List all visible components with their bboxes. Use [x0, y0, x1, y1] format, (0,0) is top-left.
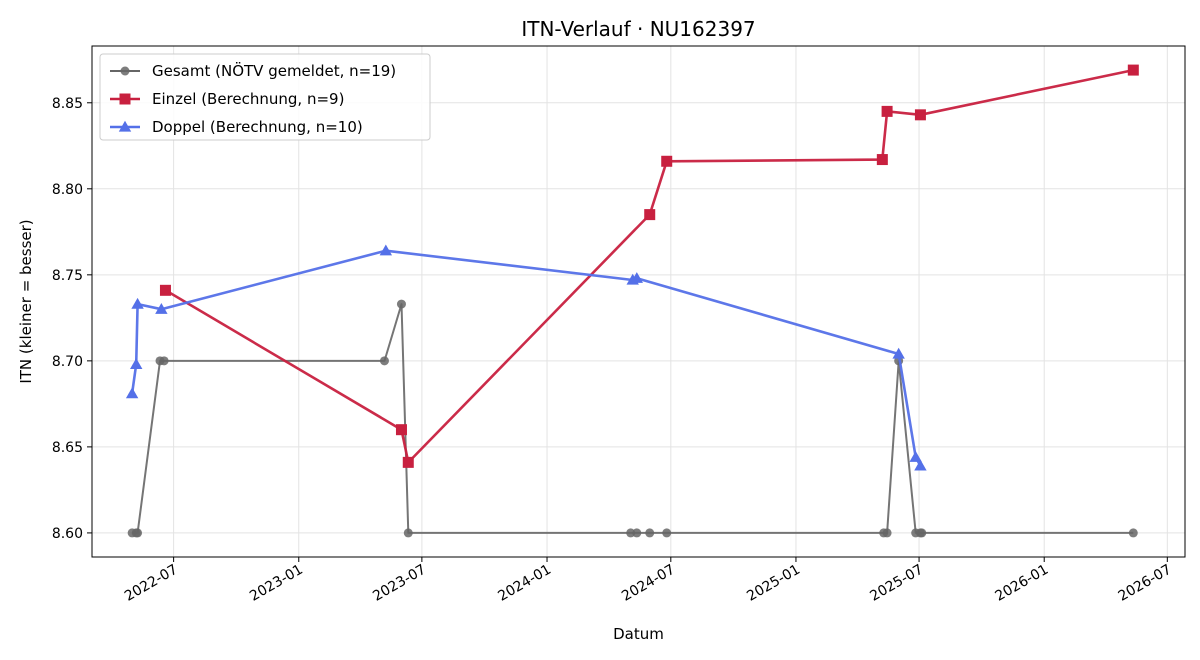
data-point-doppel	[130, 358, 143, 369]
y-tick-label: 8.80	[52, 182, 83, 198]
data-point-gesamt	[133, 528, 143, 538]
legend-box	[99, 53, 431, 141]
series-line-gesamt	[132, 303, 1134, 534]
x-tick-label: 2024-01	[495, 562, 554, 605]
series-gesamt	[127, 299, 1138, 538]
x-tick-label: 2022-07	[122, 562, 181, 605]
data-point-einzel	[644, 209, 656, 221]
y-tick-label: 8.65	[52, 440, 83, 456]
data-point-doppel	[909, 451, 922, 462]
y-axis-label: ITN (kleiner = besser)	[17, 219, 35, 383]
data-point-doppel	[131, 297, 144, 309]
y-axis-ticks: 8.60 8.65 8.70 8.75 8.80 8.85	[52, 96, 92, 542]
data-point-einzel	[914, 109, 926, 121]
x-tick-label: 2025-01	[744, 562, 803, 605]
data-point-doppel	[914, 459, 927, 471]
x-axis-label: Datum	[613, 625, 664, 643]
series-layer	[125, 64, 1139, 538]
data-point-einzel	[1127, 64, 1139, 76]
data-point-gesamt	[159, 356, 169, 366]
x-axis-ticks: 2022-07 2023-01 2023-07 2024-01 2024-07 2025-…	[122, 557, 1174, 605]
x-tick-label: 2026-01	[993, 562, 1052, 605]
legend: Gesamt (NÖTV gemeldet, n=19) Einzel (Bere…	[99, 53, 431, 141]
data-point-gesamt	[645, 528, 655, 538]
data-point-einzel	[159, 284, 171, 296]
legend-label-einzel: Einzel (Berechnung, n=9)	[152, 90, 344, 108]
data-point-einzel	[876, 154, 888, 166]
legend-item-doppel: Doppel (Berechnung, n=10)	[110, 118, 363, 136]
data-point-gesamt	[632, 528, 642, 538]
legend-marker-doppel	[118, 120, 132, 132]
legend-item-einzel: Einzel (Berechnung, n=9)	[110, 90, 344, 108]
data-point-doppel	[630, 272, 643, 283]
data-point-gesamt	[379, 356, 389, 366]
data-point-einzel	[881, 105, 893, 117]
legend-marker-gesamt	[120, 66, 130, 76]
y-tick-label: 8.75	[52, 268, 83, 284]
x-tick-label: 2024-07	[619, 562, 678, 605]
data-point-gesamt	[662, 528, 672, 538]
data-point-einzel	[402, 456, 414, 468]
legend-label-gesamt: Gesamt (NÖTV gemeldet, n=19)	[152, 61, 396, 80]
data-point-gesamt	[403, 528, 413, 538]
data-point-einzel	[661, 155, 673, 167]
data-point-gesamt	[882, 528, 892, 538]
data-point-doppel	[379, 244, 393, 256]
legend-label-doppel: Doppel (Berechnung, n=10)	[152, 118, 363, 136]
x-tick-label: 2023-01	[247, 562, 306, 605]
data-point-gesamt	[917, 528, 927, 538]
x-tick-label: 2023-07	[370, 562, 429, 605]
legend-item-gesamt: Gesamt (NÖTV gemeldet, n=19)	[110, 61, 396, 80]
series-line-doppel	[130, 249, 922, 467]
data-point-gesamt	[1128, 528, 1138, 538]
data-point-gesamt	[396, 299, 406, 309]
data-point-einzel	[395, 424, 407, 436]
data-point-doppel	[155, 303, 168, 314]
series-doppel	[125, 244, 927, 471]
x-tick-label: 2025-07	[867, 562, 926, 605]
plot-frame	[91, 45, 1186, 558]
y-tick-label: 8.85	[52, 96, 83, 112]
y-tick-label: 8.70	[52, 354, 83, 370]
data-point-doppel	[125, 387, 139, 399]
series-einzel	[159, 64, 1139, 468]
y-tick-label: 8.60	[52, 526, 83, 542]
data-point-doppel	[892, 347, 905, 359]
x-tick-label: 2026-07	[1116, 562, 1175, 605]
legend-marker-einzel	[119, 93, 131, 105]
chart-title: ITN-Verlauf · NU162397	[521, 17, 755, 41]
